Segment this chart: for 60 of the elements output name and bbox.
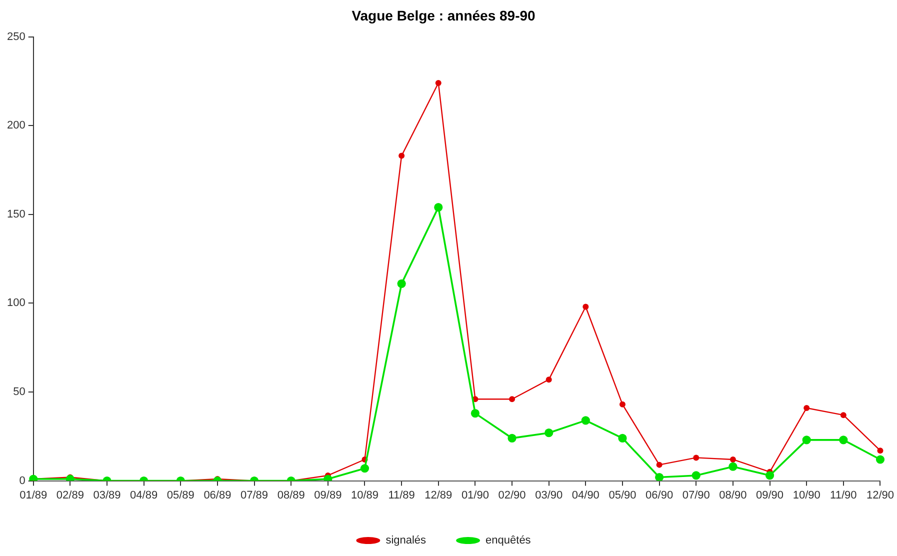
x-tick-label: 03/90 — [535, 489, 563, 502]
point — [692, 471, 700, 480]
x-tick-label: 10/89 — [350, 489, 379, 502]
x-tick-label: 09/89 — [314, 489, 342, 502]
point — [618, 434, 627, 442]
x-tick-label: 01/89 — [20, 489, 48, 502]
x-tick-label: 01/90 — [461, 489, 489, 502]
point — [508, 434, 516, 442]
legend-label: signalés — [386, 534, 427, 547]
x-tick-label: 03/89 — [93, 489, 121, 502]
y-tick-label: 250 — [6, 30, 26, 43]
point — [840, 412, 846, 418]
point — [470, 409, 480, 418]
point — [693, 454, 700, 461]
x-tick-label: 08/89 — [277, 489, 305, 502]
point — [839, 436, 848, 444]
x-tick-label: 07/89 — [240, 489, 268, 502]
x-tick-label: 10/90 — [792, 489, 820, 502]
point — [876, 455, 885, 464]
x-tick-label: 04/89 — [130, 489, 158, 502]
point — [730, 456, 736, 462]
x-tick-label: 05/90 — [608, 489, 636, 502]
y-tick-label: 200 — [6, 120, 26, 132]
x-tick-label: 11/89 — [388, 489, 415, 502]
point — [582, 304, 589, 310]
y-tick-label: 0 — [19, 474, 26, 487]
point — [655, 472, 664, 481]
point — [434, 202, 443, 212]
point — [728, 462, 738, 471]
point — [509, 396, 516, 402]
point — [360, 464, 370, 473]
point — [619, 401, 626, 408]
point — [802, 436, 811, 444]
x-tick-label: 05/89 — [166, 489, 194, 502]
x-tick-label: 07/90 — [682, 489, 710, 502]
point — [656, 462, 662, 468]
point — [398, 152, 405, 159]
point — [804, 404, 810, 411]
x-tick-label: 12/89 — [424, 489, 452, 502]
x-tick-label: 09/90 — [756, 489, 784, 502]
legend-label: enquêtés — [486, 534, 532, 547]
point — [544, 428, 554, 438]
x-tick-label: 11/90 — [830, 489, 857, 502]
point — [435, 80, 442, 86]
x-tick-label: 02/89 — [56, 489, 84, 502]
x-tick-label: 08/90 — [719, 489, 747, 502]
x-tick-label: 12/90 — [866, 489, 894, 502]
x-tick-label: 06/90 — [646, 489, 674, 502]
x-tick-label: 04/90 — [572, 489, 600, 502]
point — [397, 279, 406, 288]
chart-title: Vague Belge : années 89-90 — [352, 7, 536, 24]
point — [581, 416, 590, 425]
point — [765, 471, 774, 480]
y-tick-label: 150 — [6, 208, 26, 220]
x-tick-label: 02/90 — [498, 489, 526, 502]
y-tick-label: 50 — [13, 386, 26, 398]
point — [546, 376, 552, 383]
point — [877, 448, 884, 454]
x-tick-label: 06/89 — [204, 489, 232, 502]
y-tick-label: 100 — [6, 297, 26, 310]
